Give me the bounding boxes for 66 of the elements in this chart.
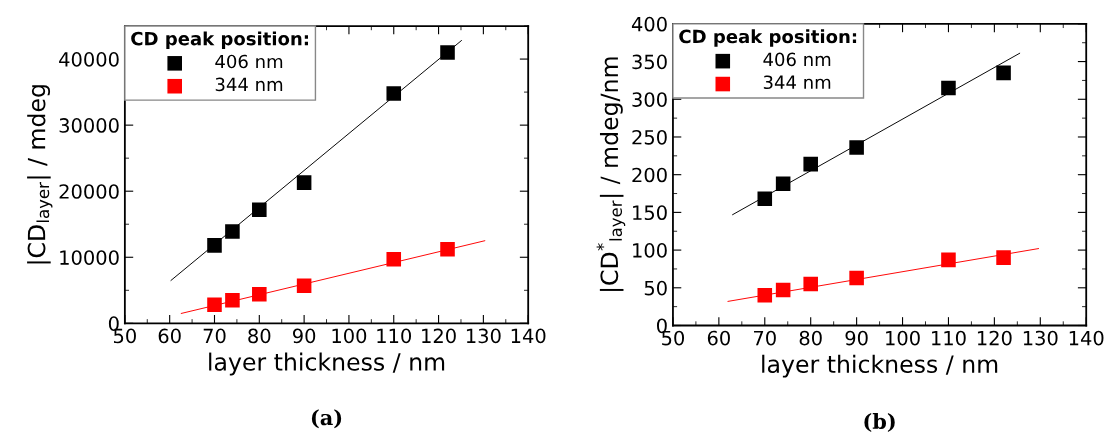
point [225, 292, 240, 308]
x-tick-label: 90 [292, 328, 316, 344]
x-tick-label: 70 [754, 330, 776, 346]
legend-title: CD peak position: [679, 29, 857, 47]
legend-title: CD peak position: [131, 31, 308, 49]
x-tick-label: 60 [707, 330, 730, 346]
point [775, 176, 791, 192]
x-axis-title: layer thickness / nm [762, 354, 998, 378]
point [757, 288, 773, 303]
x-tick-label: 100 [886, 330, 920, 346]
x-tick-label: 140 [1069, 330, 1104, 346]
point [252, 202, 267, 217]
y-tick-label: 250 [632, 129, 667, 145]
x-tick-label: 80 [799, 330, 822, 346]
point [803, 276, 818, 292]
point [757, 191, 773, 207]
x-tick-label: 120 [422, 328, 456, 344]
point [941, 252, 956, 268]
y-tick-label: 20000 [59, 184, 119, 199]
point [775, 282, 791, 298]
text: (a) [311, 409, 342, 429]
y-tick-label: 200 [632, 167, 667, 183]
point [440, 45, 455, 60]
y-tick-label: 50 [644, 280, 667, 296]
y-tick-label: 100 [633, 243, 667, 258]
legend-label: 406 nm [215, 54, 283, 69]
point [440, 242, 455, 257]
point [207, 297, 222, 313]
y-axis-title: |CD$_{layer}$| / mdeg [27, 85, 53, 264]
y-tick-label: 30000 [59, 118, 119, 133]
x-tick-label: 130 [1023, 330, 1058, 346]
legend-label: 344 nm [215, 77, 283, 92]
point [849, 270, 864, 286]
y-tick-label: 10000 [60, 250, 119, 265]
x-tick-label: 100 [332, 328, 367, 344]
y-tick-label: 300 [632, 92, 667, 107]
y-axis-title: |CD$^{*}$$_{layer}$| / mdeg/nm [596, 57, 626, 291]
point [803, 156, 818, 172]
point [849, 140, 864, 155]
x-tick-label: 130 [466, 328, 501, 344]
point [941, 80, 956, 96]
point [296, 278, 312, 293]
point [207, 238, 222, 253]
point [225, 224, 240, 239]
x-tick-label: 80 [248, 328, 271, 344]
x-tick-label: 70 [203, 328, 226, 344]
x-tick-label: 120 [977, 330, 1012, 346]
legend-label: 406 nm [763, 52, 831, 67]
point [996, 250, 1011, 265]
y-tick-label: 150 [633, 205, 667, 221]
y-tick-label: 350 [632, 54, 667, 70]
point [296, 175, 312, 190]
point [386, 251, 402, 267]
x-tick-label: 60 [158, 328, 181, 344]
point [386, 86, 402, 101]
x-tick-label: 90 [845, 330, 868, 346]
legend-label: 344 nm [763, 75, 831, 90]
x-axis-title: layer thickness / nm [209, 352, 445, 376]
x-tick-label: 110 [932, 330, 966, 346]
x-tick-label: 110 [377, 328, 412, 344]
text: (b) [864, 412, 895, 433]
point [996, 65, 1011, 81]
point [252, 286, 267, 302]
x-tick-label: 140 [511, 328, 546, 344]
y-tick-label: 40000 [59, 52, 119, 67]
y-tick-label: 400 [631, 16, 667, 32]
